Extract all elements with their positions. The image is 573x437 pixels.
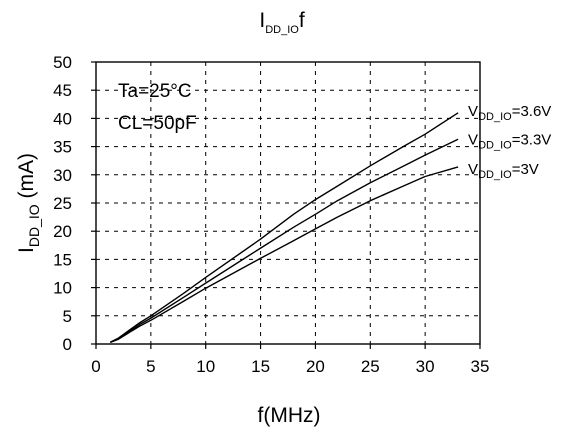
grid-lines	[96, 62, 480, 344]
x-tick-label: 25	[361, 357, 380, 376]
load-capacitance-annotation: CL=50pF	[118, 113, 197, 134]
x-tick-label: 35	[471, 357, 490, 376]
y-tick-label: 30	[53, 166, 72, 185]
series-line	[109, 112, 459, 343]
x-tick-label: 15	[251, 357, 270, 376]
y-tick-label: 35	[53, 138, 72, 157]
y-axis-label: IDD_IO (mA)	[15, 153, 42, 253]
series-lines	[109, 112, 459, 343]
y-tick-label: 0	[63, 335, 72, 354]
x-tick-label: 5	[146, 357, 155, 376]
x-tick-label: 20	[306, 357, 325, 376]
chart-title: IDD_IOf	[259, 9, 304, 36]
x-tick-label: 10	[196, 357, 215, 376]
y-tick-label: 10	[53, 279, 72, 298]
y-tick-label: 15	[53, 250, 72, 269]
x-tick-label: 0	[91, 357, 100, 376]
series-line	[110, 138, 459, 343]
x-tick-label: 30	[416, 357, 435, 376]
axis-ticks: 0 5 10 15 20 25 30 35 0 5 10 15 20 25 30 35 40 45 50	[53, 53, 489, 376]
y-tick-label: 40	[53, 109, 72, 128]
series-line	[110, 166, 459, 343]
series-label: VDD_IO=3.3V	[468, 131, 551, 151]
y-tick-label: 50	[53, 53, 72, 72]
series-labels: VDD_IO=3.6V VDD_IO=3.3V VDD_IO=3V	[468, 103, 551, 181]
x-axis-label: f(MHz)	[258, 404, 321, 427]
series-label: VDD_IO=3.6V	[468, 103, 551, 123]
series-label: VDD_IO=3V	[468, 161, 539, 181]
y-tick-label: 25	[53, 194, 72, 213]
y-tick-label: 20	[53, 222, 72, 241]
y-tick-label: 45	[53, 81, 72, 100]
temperature-annotation: Ta=25°C	[118, 81, 192, 102]
y-tick-label: 5	[63, 307, 72, 326]
